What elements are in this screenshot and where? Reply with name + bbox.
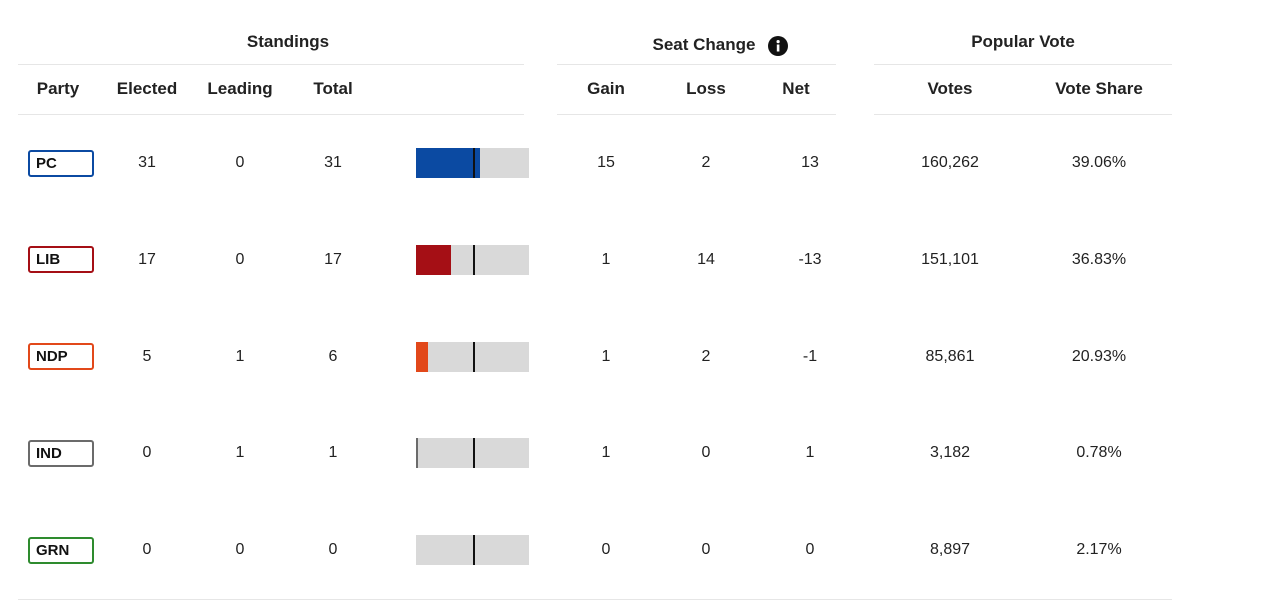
column-header: Elected xyxy=(116,79,178,98)
party-badge: GRN xyxy=(28,536,94,564)
group-title: Standings xyxy=(246,32,330,51)
majority-line xyxy=(472,535,475,566)
group-title: Seat Change xyxy=(652,35,756,54)
divider xyxy=(557,64,836,65)
cell: 0 xyxy=(701,541,711,559)
cell: 3,182 xyxy=(929,444,971,462)
seat-bar-track xyxy=(416,148,529,178)
cell: 8,897 xyxy=(929,541,971,559)
cell: 2 xyxy=(701,347,711,365)
info-icon[interactable] xyxy=(768,36,788,56)
majority-line xyxy=(472,148,475,178)
cell: 1 xyxy=(235,444,245,462)
cell: 0 xyxy=(601,541,611,559)
divider xyxy=(18,599,1172,600)
column-header: Votes xyxy=(927,79,973,98)
cell: 0 xyxy=(235,154,245,171)
cell: 0 xyxy=(235,250,245,268)
column-header: Gain xyxy=(587,79,625,98)
divider xyxy=(18,64,524,65)
cell: -1 xyxy=(802,347,818,365)
majority-line xyxy=(472,341,475,372)
majority-line xyxy=(472,438,475,469)
cell: 20.93% xyxy=(1071,347,1127,365)
cell: 31 xyxy=(138,154,156,171)
cell: 1 xyxy=(601,250,611,268)
cell: 17 xyxy=(324,250,342,268)
group-title: Popular Vote xyxy=(971,32,1075,51)
column-header: Vote Share xyxy=(1055,79,1143,98)
cell: 13 xyxy=(801,154,819,171)
cell: 14 xyxy=(697,250,715,268)
cell: 0 xyxy=(328,541,338,559)
column-header: Net xyxy=(782,79,810,98)
cell: 1 xyxy=(601,347,611,365)
column-header: Total xyxy=(313,79,353,98)
cell: 39.06% xyxy=(1071,154,1127,171)
cell: 1 xyxy=(805,444,815,462)
cell: 0 xyxy=(142,444,152,462)
cell: 17 xyxy=(138,250,156,268)
seat-bar-track xyxy=(416,341,529,372)
seat-bar xyxy=(416,148,480,178)
cell: 36.83% xyxy=(1071,250,1127,268)
cell: -13 xyxy=(798,250,822,268)
seat-bar xyxy=(416,244,451,275)
seat-bar-track xyxy=(416,438,529,469)
cell: 31 xyxy=(324,154,342,171)
cell: 0 xyxy=(805,541,815,559)
cell: 0 xyxy=(701,444,711,462)
party-badge: PC xyxy=(28,149,94,177)
cell: 0.78% xyxy=(1076,444,1122,462)
cell: 85,861 xyxy=(925,347,975,365)
party-badge: LIB xyxy=(28,246,94,274)
cell: 15 xyxy=(597,154,615,171)
party-badge: IND xyxy=(28,439,94,467)
cell: 1 xyxy=(328,444,338,462)
cell: 5 xyxy=(142,347,152,365)
cell: 160,262 xyxy=(921,154,979,171)
seat-bar-track xyxy=(416,244,529,275)
divider xyxy=(557,114,836,115)
cell: 6 xyxy=(328,347,338,365)
seat-bar xyxy=(416,341,429,372)
cell: 151,101 xyxy=(921,250,979,268)
party-badge: NDP xyxy=(28,343,94,371)
column-header: Loss xyxy=(686,79,726,98)
majority-line xyxy=(472,244,475,275)
divider xyxy=(18,114,524,115)
cell: 2.17% xyxy=(1076,541,1122,559)
cell: 0 xyxy=(235,541,245,559)
column-header: Leading xyxy=(207,79,273,98)
divider xyxy=(874,114,1172,115)
seat-bar xyxy=(416,438,419,469)
cell: 1 xyxy=(601,444,611,462)
seat-bar-track xyxy=(416,535,529,566)
cell: 1 xyxy=(235,347,245,365)
divider xyxy=(874,64,1172,65)
cell: 2 xyxy=(701,154,711,171)
cell: 0 xyxy=(142,541,152,559)
column-header: Party xyxy=(36,79,80,98)
